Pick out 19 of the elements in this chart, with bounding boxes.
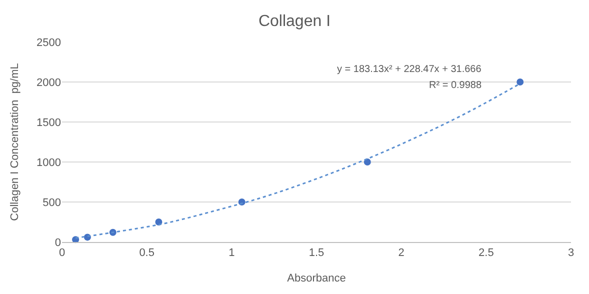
annotation: R² = 0.9988 <box>429 80 482 91</box>
y-tick-label: 2500 <box>36 36 61 49</box>
x-tick-label: 0.5 <box>139 247 154 260</box>
x-tick-label: 3 <box>568 247 574 260</box>
y-axis-title: Collagen I Concentration pg/mL <box>9 63 22 221</box>
point <box>364 158 371 166</box>
y-tick-label: 1500 <box>36 116 61 129</box>
point <box>516 78 524 86</box>
y-tick-label: 500 <box>42 196 61 209</box>
chart-title: Collagen I <box>258 12 331 30</box>
y-tick-label: 0 <box>54 236 61 249</box>
x-tick-label: 2 <box>398 247 404 260</box>
annotation: y = 183.13x² + 228.47x + 31.666 <box>337 64 482 75</box>
x-axis-title: Absorbance <box>287 272 346 284</box>
y-tick-label: 2000 <box>36 76 61 89</box>
y-tick-label: 1000 <box>36 156 61 169</box>
x-tick-label: 2.5 <box>478 247 494 260</box>
x-tick-label: 1.5 <box>308 247 324 260</box>
x-tick-label: 1 <box>228 247 235 260</box>
